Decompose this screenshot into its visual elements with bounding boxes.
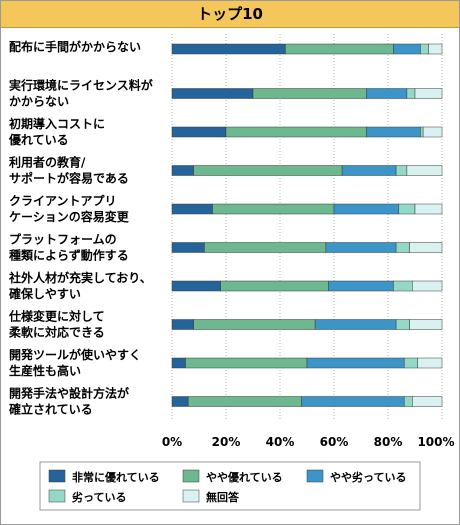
bar-segment (403, 357, 418, 369)
bar-segment (193, 165, 343, 176)
category-label: 柔軟に対応できる (8, 325, 105, 340)
bar-segment (422, 126, 443, 138)
x-tick-label: 20% (212, 435, 241, 449)
bar-segment (301, 396, 405, 407)
bar-segment (171, 396, 189, 407)
bar-segment (409, 242, 443, 253)
legend-swatch (306, 469, 324, 483)
bar-segment (333, 203, 400, 215)
bar-segment (171, 43, 286, 55)
bar-segment (171, 165, 194, 176)
legend-label: やや優れている (206, 470, 283, 484)
category-label: プラットフォームの (9, 232, 117, 247)
bar-segment (220, 280, 329, 292)
bar-segment (212, 203, 335, 215)
x-tick-label: 0% (162, 435, 182, 449)
category-label: かからない (9, 95, 69, 109)
category-label: 優れている (8, 132, 69, 147)
legend-swatch (48, 469, 66, 483)
bar-segment (412, 396, 443, 407)
category-label: ケーションの容易変更 (9, 209, 130, 224)
category-label: 配布に手間がかからない (9, 39, 141, 54)
bar-segment (395, 165, 408, 176)
bar-segment (395, 319, 410, 330)
category-label: 確立されている (9, 402, 93, 417)
bar-segment (204, 242, 327, 253)
category-label: 社外人材が充実しており、 (8, 270, 152, 285)
bar-segment (403, 396, 413, 407)
bar-segment (185, 357, 308, 369)
legend-swatch (182, 489, 200, 503)
category-label: 初期導入コストに (9, 116, 105, 131)
category-label: サポートが容易である (9, 171, 129, 186)
bar-segment (414, 88, 443, 99)
bar-segment (171, 203, 213, 215)
bar-segment (193, 319, 316, 330)
bar-segment (366, 126, 421, 138)
bar-segment (395, 242, 410, 253)
category-label: 種類によらず動作する (9, 248, 129, 263)
category-label: クライアントアプリ (9, 193, 117, 208)
x-tick-label: 80% (374, 435, 403, 449)
bar-segment (328, 280, 394, 292)
bar-segment (171, 126, 227, 138)
category-label: 開発ツールが使いやすく (9, 347, 141, 362)
bar-segment (406, 88, 416, 99)
legend-swatch (48, 489, 66, 503)
category-label: 仕様変更に対して (8, 309, 105, 324)
bar-segment (341, 165, 397, 176)
bar-segment (306, 357, 405, 369)
bar-segment (420, 126, 424, 138)
bar-segment (187, 396, 302, 407)
bar-segment (325, 242, 397, 253)
bar-segment (285, 43, 394, 55)
bar-segment (409, 319, 443, 330)
category-label: 実行環境にライセンス料が (9, 78, 153, 93)
bar-segment (171, 88, 254, 99)
bar-segment (417, 357, 443, 369)
title-bar: トップ10 (1, 1, 459, 28)
legend-label: 劣っている (72, 490, 126, 504)
legend-label: やや劣っている (330, 470, 406, 484)
x-tick-label: 40% (266, 435, 295, 449)
bar-segment (171, 357, 186, 369)
category-label: 開発手法や設計方法が (9, 386, 129, 401)
bar-segment (428, 43, 443, 55)
bar-segment (393, 280, 413, 292)
legend-box (39, 461, 421, 511)
bar-segment (252, 88, 367, 99)
legend-swatch (182, 469, 200, 483)
bar-segment (393, 43, 421, 55)
bar-segment (366, 88, 408, 99)
x-tick-label: 100% (417, 435, 454, 449)
category-label: 利用者の教育/ (9, 155, 86, 170)
bar-segment (225, 126, 367, 138)
bar-segment (171, 280, 221, 292)
chart-title: トップ10 (197, 5, 263, 23)
bar-segment (406, 165, 443, 176)
x-tick-label: 60% (320, 435, 349, 449)
legend-label: 非常に優れている (72, 470, 160, 484)
bar-segment (171, 319, 194, 330)
bar-segment (412, 280, 443, 292)
category-label: 確保しやすい (9, 286, 81, 301)
category-label: 生産性も高い (9, 363, 81, 378)
bar-segment (314, 319, 397, 330)
bar-segment (171, 242, 205, 253)
legend-label: 無回答 (206, 490, 240, 504)
bar-segment (420, 43, 429, 55)
bar-segment (414, 203, 443, 215)
bar-segment (398, 203, 416, 215)
